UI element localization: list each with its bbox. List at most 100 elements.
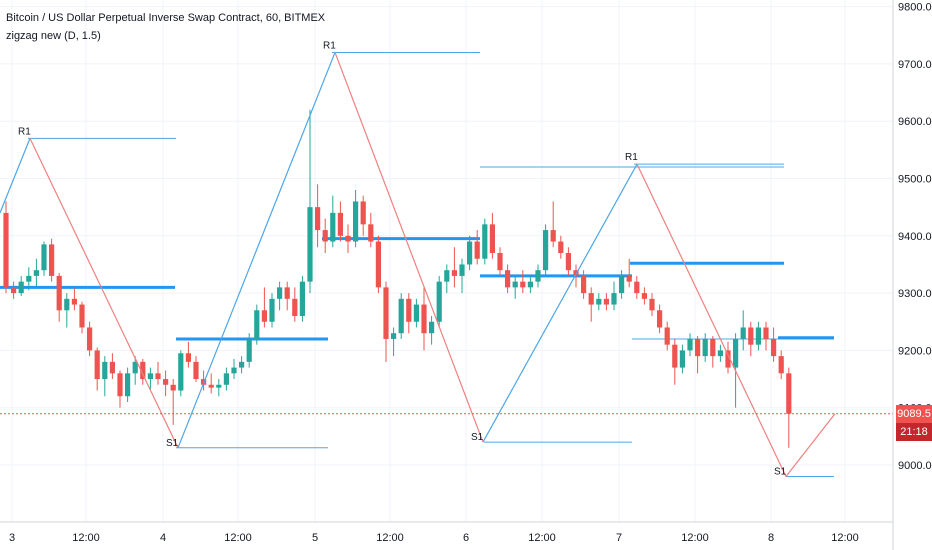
candle-body bbox=[634, 281, 640, 294]
candle-body bbox=[353, 201, 359, 242]
candle-body bbox=[94, 350, 100, 380]
candle-body bbox=[451, 270, 457, 276]
last-price-badge: 9089.5 bbox=[896, 404, 932, 423]
zigzag-segment bbox=[29, 138, 179, 449]
candle-body bbox=[26, 275, 32, 282]
candle-body bbox=[163, 379, 169, 385]
candle-body bbox=[664, 327, 670, 345]
x-tick-label: 12:00 bbox=[528, 532, 556, 544]
candle-body bbox=[33, 270, 39, 276]
candle-body bbox=[429, 321, 435, 334]
candle-body bbox=[535, 270, 541, 282]
candle-body bbox=[117, 373, 123, 397]
candle-body bbox=[626, 275, 632, 282]
candle-body bbox=[436, 281, 442, 322]
y-tick-label: 9800.0 bbox=[898, 2, 932, 14]
candle-body bbox=[223, 373, 229, 385]
x-tick-label: 7 bbox=[616, 532, 622, 544]
candle-body bbox=[391, 333, 397, 339]
x-tick-label: 5 bbox=[312, 532, 318, 544]
candle-body bbox=[193, 361, 199, 380]
zigzag-indicator bbox=[0, 52, 836, 477]
candle-body bbox=[672, 344, 678, 368]
x-tick-label: 12:00 bbox=[224, 532, 252, 544]
candle-body bbox=[11, 287, 17, 294]
candle-body bbox=[292, 298, 298, 317]
x-tick-label: 12:00 bbox=[831, 532, 859, 544]
candle-body bbox=[277, 287, 283, 299]
candle-body bbox=[18, 281, 24, 294]
candle-body bbox=[49, 244, 55, 276]
candle-body bbox=[71, 298, 77, 305]
candle-body bbox=[231, 367, 237, 374]
candle-body bbox=[710, 338, 716, 357]
candle-body bbox=[467, 241, 473, 265]
candle-body bbox=[246, 338, 252, 362]
candle-body bbox=[565, 252, 571, 271]
candle-body bbox=[322, 230, 328, 242]
candle-body bbox=[307, 207, 313, 282]
bar-timer-badge: 21:18 bbox=[896, 422, 932, 441]
candle-body bbox=[641, 293, 647, 299]
candle-body bbox=[56, 275, 62, 311]
indicator-label[interactable]: zigzag new (D, 1.5) bbox=[6, 30, 101, 42]
candle-body bbox=[687, 338, 693, 351]
candle-body bbox=[155, 373, 161, 380]
candle-body bbox=[611, 293, 617, 305]
candle-body bbox=[459, 264, 465, 276]
candle-body bbox=[740, 327, 746, 339]
candle-body bbox=[413, 304, 419, 322]
y-tick-label: 9600.0 bbox=[898, 116, 932, 128]
x-tick-label: 12:00 bbox=[72, 532, 100, 544]
candlestick-series bbox=[3, 109, 792, 448]
candle-body bbox=[421, 304, 427, 334]
candle-body bbox=[185, 353, 191, 362]
x-tick-label: 6 bbox=[463, 532, 469, 544]
y-tick-label: 9200.0 bbox=[898, 345, 932, 357]
candle-body bbox=[64, 298, 70, 311]
chart-grid bbox=[0, 0, 893, 522]
zigzag-label: R1 bbox=[625, 152, 638, 163]
candle-body bbox=[216, 384, 222, 388]
candle-body bbox=[79, 304, 85, 328]
candle-body bbox=[406, 298, 412, 322]
x-tick-label: 12:00 bbox=[681, 532, 709, 544]
candle-body bbox=[132, 361, 138, 374]
candle-body bbox=[550, 230, 556, 242]
y-tick-label: 9000.0 bbox=[898, 460, 932, 472]
candle-body bbox=[649, 298, 655, 311]
candle-body bbox=[109, 361, 115, 374]
candle-body bbox=[284, 287, 290, 299]
candle-body bbox=[657, 310, 663, 328]
zigzag-segment bbox=[785, 413, 836, 477]
candle-body bbox=[489, 224, 495, 253]
candle-body bbox=[360, 201, 366, 225]
candle-body bbox=[755, 327, 761, 345]
candle-body bbox=[87, 327, 93, 351]
candle-body bbox=[208, 384, 214, 388]
candle-body bbox=[543, 230, 549, 271]
candle-body bbox=[147, 373, 153, 380]
candle-body bbox=[778, 356, 784, 374]
candle-body bbox=[254, 310, 260, 339]
candle-body bbox=[695, 338, 701, 357]
candle-body bbox=[345, 235, 351, 242]
zigzag-label: R1 bbox=[18, 126, 31, 137]
candle-body bbox=[497, 252, 503, 271]
candle-body bbox=[125, 373, 131, 397]
y-tick-label: 9700.0 bbox=[898, 59, 932, 71]
candle-body bbox=[603, 298, 609, 305]
zigzag-label: S1 bbox=[774, 466, 787, 477]
candle-body bbox=[330, 212, 336, 242]
y-tick-label: 9500.0 bbox=[898, 174, 932, 186]
zigzag-segment bbox=[0, 138, 31, 214]
candle-body bbox=[41, 244, 47, 271]
candle-body bbox=[512, 281, 518, 288]
zigzag-segment bbox=[177, 52, 336, 449]
candle-body bbox=[588, 293, 594, 305]
candle-body bbox=[269, 298, 275, 322]
candle-body bbox=[748, 327, 754, 345]
candle-body bbox=[527, 281, 533, 288]
